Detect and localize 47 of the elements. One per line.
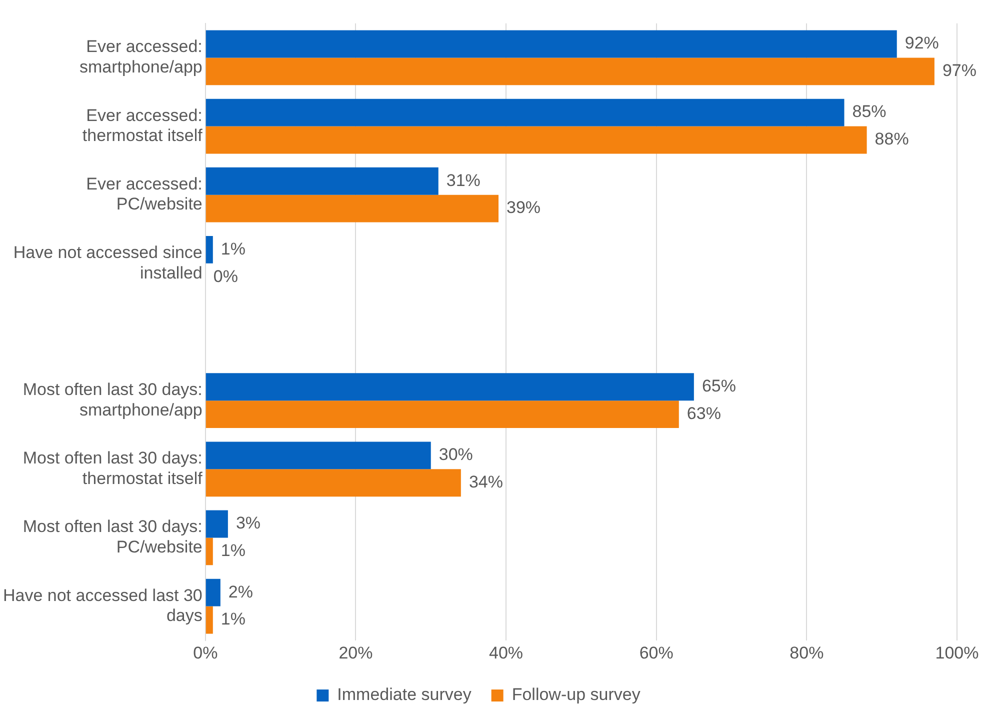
- data-label: 65%: [702, 376, 736, 396]
- data-label: 2%: [228, 582, 254, 602]
- y-tick-label: Most often last 30 days: smartphone/app: [22, 380, 202, 420]
- bar: [206, 606, 213, 634]
- bar: [206, 469, 461, 497]
- bar: [206, 538, 213, 566]
- bar: [206, 98, 844, 126]
- x-tick-label: 100%: [935, 643, 979, 662]
- y-tick-label: Most often last 30 days: PC/website: [22, 517, 202, 557]
- data-label: 97%: [942, 61, 976, 80]
- y-tick-label: Most often last 30 days: thermostat itself: [22, 448, 203, 488]
- data-label: 1%: [220, 239, 246, 258]
- data-label: 1%: [220, 541, 246, 560]
- legend-label: Follow-up survey: [512, 685, 641, 704]
- data-label: 31%: [446, 170, 480, 190]
- bar: [206, 442, 431, 470]
- data-label: 3%: [236, 514, 261, 533]
- y-tick-label: Ever accessed: smartphone/app: [80, 37, 202, 77]
- x-tick-label: 40%: [489, 643, 524, 662]
- data-label: 63%: [686, 404, 721, 423]
- x-tick-label: 80%: [790, 643, 824, 662]
- legend-label: Immediate survey: [337, 685, 472, 704]
- x-tick-label: 60%: [639, 643, 674, 662]
- bar: [206, 126, 867, 154]
- y-tick-label: Ever accessed: PC/website: [86, 174, 202, 214]
- y-tick-label: Have not accessed since installed: [13, 242, 202, 282]
- y-tick-label: Have not accessed last 30 days: [2, 586, 202, 626]
- data-label: 85%: [852, 102, 886, 122]
- bar: [206, 510, 228, 538]
- data-label: 34%: [468, 472, 503, 492]
- bar: [206, 373, 694, 401]
- bar: [206, 400, 679, 428]
- data-label: 30%: [438, 445, 473, 464]
- x-tick-label: 20%: [338, 643, 373, 662]
- bar: [206, 194, 499, 222]
- bar: [206, 236, 213, 264]
- bar: [206, 578, 220, 606]
- data-label: 92%: [904, 34, 939, 53]
- bar: [206, 58, 934, 86]
- data-label: 39%: [506, 198, 541, 218]
- y-tick-label: Ever accessed: thermostat itself: [82, 106, 203, 146]
- bar: [206, 30, 897, 58]
- bar: [206, 167, 438, 195]
- data-label: 88%: [874, 130, 909, 149]
- x-tick-label: 0%: [193, 643, 218, 662]
- data-label: 1%: [220, 610, 246, 629]
- data-label: 0%: [213, 266, 238, 286]
